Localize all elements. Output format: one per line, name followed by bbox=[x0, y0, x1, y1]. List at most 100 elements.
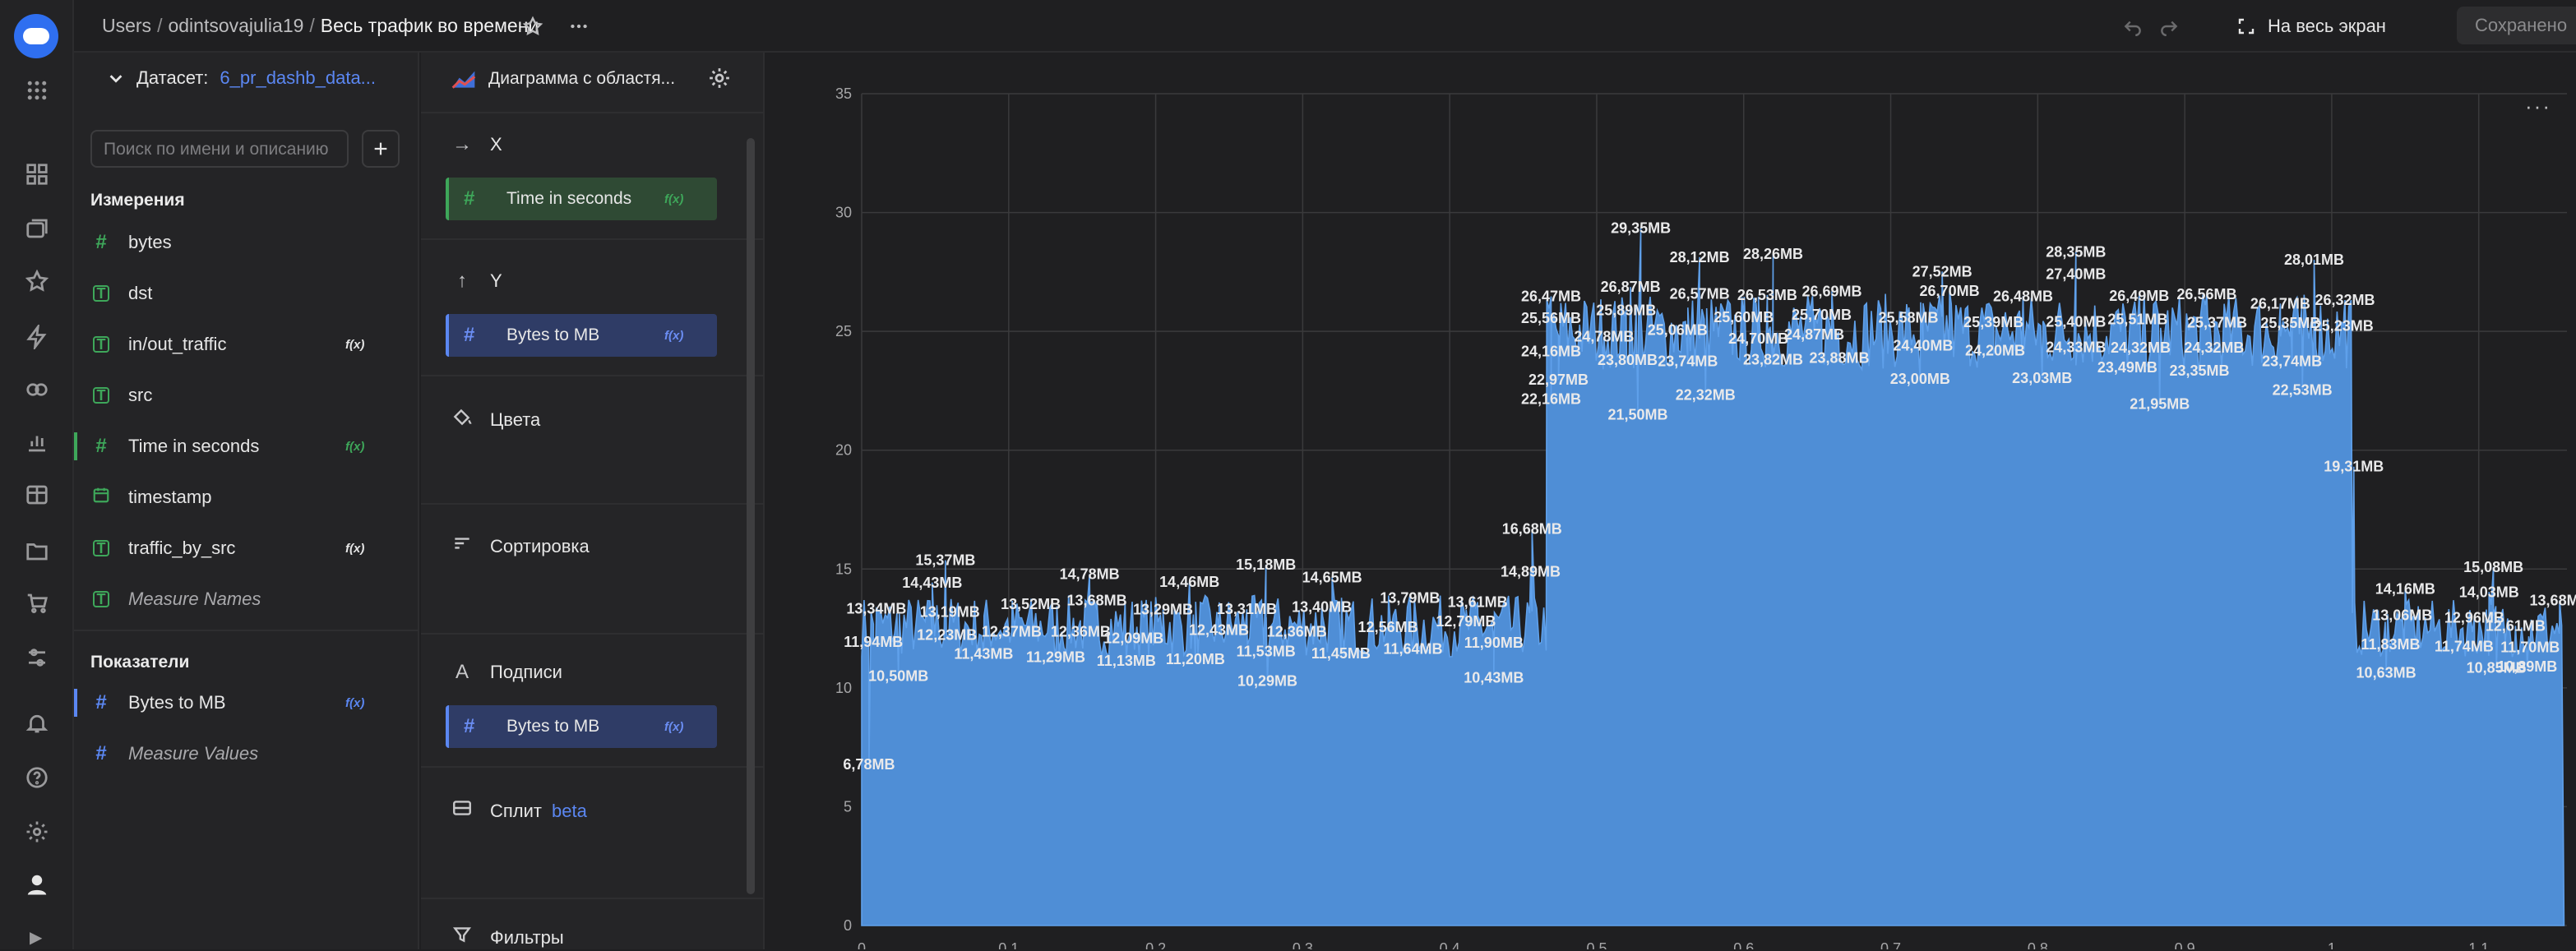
field-item[interactable]: T src bbox=[74, 378, 418, 413]
field-search-input[interactable]: Поиск по имени и описанию bbox=[90, 130, 349, 168]
section-divider bbox=[421, 898, 763, 899]
data-label: 14,46MB bbox=[1159, 574, 1219, 590]
fullscreen-button[interactable]: На весь экран bbox=[2236, 16, 2386, 37]
charts-icon[interactable] bbox=[21, 426, 53, 459]
x-tick-label: 0,9 bbox=[2175, 940, 2195, 949]
favorite-star-icon[interactable] bbox=[518, 12, 548, 41]
data-label: 27,40MB bbox=[2046, 266, 2106, 283]
field-item[interactable]: # Measure Values bbox=[74, 736, 418, 771]
beta-badge: beta bbox=[552, 800, 587, 821]
favorites-star-icon[interactable] bbox=[21, 265, 53, 298]
field-item[interactable]: # bytes bbox=[74, 225, 418, 260]
datasets-icon[interactable] bbox=[21, 373, 53, 406]
gear-icon[interactable] bbox=[707, 66, 733, 92]
page-title: Весь трафик во времени bbox=[320, 15, 539, 36]
data-label: 14,89MB bbox=[1501, 563, 1561, 579]
gear-icon[interactable] bbox=[21, 815, 53, 848]
field-item[interactable]: T dst bbox=[74, 276, 418, 311]
field-item-selected[interactable]: # Time in seconds f(x) bbox=[74, 429, 418, 464]
user-avatar-icon[interactable] bbox=[21, 868, 53, 901]
data-label: 26,56MB bbox=[2176, 286, 2236, 302]
number-type-icon: # bbox=[95, 742, 107, 764]
breadcrumb-users[interactable]: Users bbox=[102, 15, 152, 36]
expand-rail-icon[interactable]: ▶ bbox=[30, 929, 43, 947]
data-label: 26,47MB bbox=[1521, 289, 1581, 305]
data-label: 25,56MB bbox=[1521, 310, 1581, 326]
x-axis-field-chip[interactable]: # Time in seconds f(x) bbox=[446, 178, 717, 220]
section-divider bbox=[421, 238, 763, 240]
connections-bolt-icon[interactable] bbox=[21, 321, 53, 353]
colors-section[interactable]: Цвета bbox=[451, 406, 540, 433]
data-label: 21,50MB bbox=[1608, 406, 1668, 422]
field-item[interactable]: timestamp bbox=[74, 480, 418, 515]
apps-grid-icon[interactable] bbox=[21, 74, 53, 107]
help-icon[interactable] bbox=[21, 761, 53, 794]
data-label: 11,90MB bbox=[1464, 635, 1524, 651]
notifications-bell-icon[interactable] bbox=[21, 707, 53, 740]
sort-icon bbox=[451, 533, 474, 560]
formula-icon: f(x) bbox=[345, 541, 365, 556]
data-label: 24,32MB bbox=[2184, 339, 2244, 356]
x-tick-label: 0,3 bbox=[1293, 940, 1313, 949]
section-divider bbox=[421, 112, 763, 113]
y-tick-label: 20 bbox=[835, 442, 852, 459]
data-label: 14,03MB bbox=[2459, 584, 2519, 600]
undo-icon[interactable] bbox=[2118, 12, 2148, 41]
split-section[interactable]: Сплит beta bbox=[451, 797, 587, 824]
dataset-selector[interactable]: Датасет: 6_pr_dashb_data... bbox=[107, 67, 376, 89]
x-tick-label: 0,7 bbox=[1880, 940, 1901, 949]
dashboards-icon[interactable] bbox=[21, 158, 53, 191]
config-scrollbar[interactable] bbox=[747, 138, 755, 894]
breadcrumb-user-folder[interactable]: odintsovajulia19 bbox=[168, 15, 304, 36]
table-icon[interactable] bbox=[21, 478, 53, 511]
data-label: 25,51MB bbox=[2107, 311, 2167, 327]
field-item[interactable]: T in/out_traffic f(x) bbox=[74, 327, 418, 362]
data-label: 13,68MB bbox=[1067, 592, 1127, 608]
settings-sliders-icon[interactable] bbox=[21, 641, 53, 674]
data-label: 26,32MB bbox=[2315, 292, 2375, 308]
data-label: 23,74MB bbox=[2262, 353, 2322, 370]
x-axis-section: → X bbox=[452, 133, 502, 155]
y-tick-label: 0 bbox=[844, 917, 852, 934]
formula-icon: f(x) bbox=[345, 439, 365, 454]
add-field-button[interactable] bbox=[362, 130, 400, 168]
marketplace-cart-icon[interactable] bbox=[21, 587, 53, 620]
data-label: 23,35MB bbox=[2169, 362, 2229, 379]
data-label: 25,39MB bbox=[1963, 314, 2023, 330]
number-type-icon: # bbox=[464, 187, 475, 210]
datalens-logo-icon[interactable] bbox=[14, 14, 58, 58]
field-item[interactable]: T Measure Names bbox=[74, 582, 418, 616]
data-label: 10,43MB bbox=[1464, 669, 1524, 686]
folder-icon[interactable] bbox=[21, 534, 53, 567]
sort-section[interactable]: Сортировка bbox=[451, 533, 590, 560]
dimensions-title: Измерения bbox=[90, 191, 185, 210]
y-axis-field-chip[interactable]: # Bytes to MB f(x) bbox=[446, 314, 717, 357]
field-item[interactable]: T traffic_by_src f(x) bbox=[74, 531, 418, 566]
redo-icon[interactable] bbox=[2154, 12, 2184, 41]
data-label: 15,08MB bbox=[2463, 559, 2523, 575]
app-rail: ▶ bbox=[0, 0, 74, 949]
dataset-name[interactable]: 6_pr_dashb_data... bbox=[220, 67, 377, 88]
data-label: 13,52MB bbox=[1001, 596, 1061, 612]
chart-type-selector[interactable]: Диаграмма с областя... bbox=[451, 66, 675, 92]
data-label: 12,56MB bbox=[1358, 619, 1418, 635]
dataset-label: Датасет: bbox=[136, 67, 209, 88]
field-item-selected[interactable]: # Bytes to MB f(x) bbox=[74, 686, 418, 720]
data-label: 13,40MB bbox=[1292, 599, 1352, 616]
data-label: 25,40MB bbox=[2046, 314, 2106, 330]
data-label: 11,53MB bbox=[1237, 644, 1296, 660]
data-label: 25,70MB bbox=[1792, 307, 1852, 323]
collections-icon[interactable] bbox=[21, 212, 53, 245]
number-type-icon: # bbox=[95, 231, 107, 253]
y-axis-section: ↑ Y bbox=[451, 270, 502, 293]
expand-icon bbox=[2238, 18, 2255, 35]
area-series[interactable] bbox=[861, 228, 2565, 926]
more-actions-icon[interactable] bbox=[564, 12, 594, 41]
filters-section[interactable]: Фильтры bbox=[451, 924, 564, 951]
chart-menu-icon[interactable]: ··· bbox=[2525, 94, 2551, 118]
chart-area: 0 5 10 15 20 25 30 35 0 0,1 0,2 0,3 0,4 0,5 0,6 0,7 0,8 0… bbox=[766, 53, 2576, 949]
saved-button[interactable]: Сохранено bbox=[2457, 7, 2576, 44]
section-divider bbox=[421, 633, 763, 635]
labels-field-chip[interactable]: # Bytes to MB f(x) bbox=[446, 705, 717, 748]
data-label: 13,79MB bbox=[1380, 589, 1440, 606]
